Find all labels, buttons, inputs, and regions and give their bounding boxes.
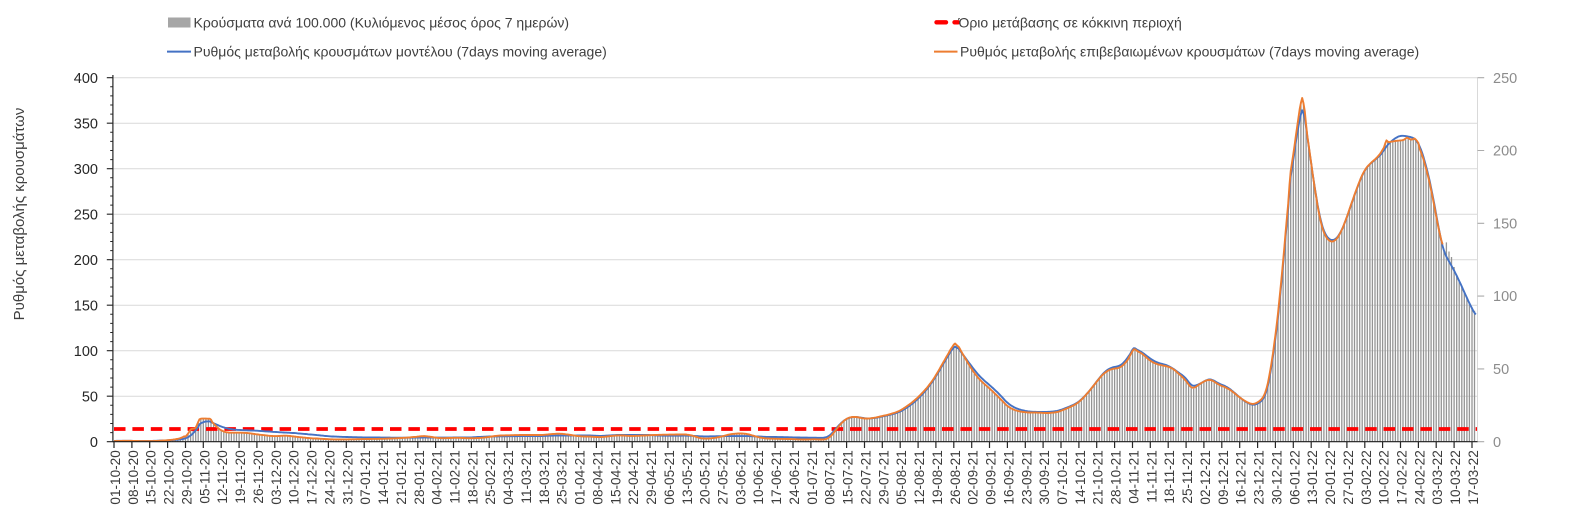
svg-text:01-04-21: 01-04-21 [573,450,588,504]
svg-text:06-01-22: 06-01-22 [1287,450,1302,504]
svg-text:02-09-21: 02-09-21 [966,450,981,504]
svg-text:08-04-21: 08-04-21 [590,450,605,504]
svg-text:03-12-20: 03-12-20 [269,450,284,505]
svg-text:0: 0 [90,435,98,451]
svg-text:03-06-21: 03-06-21 [733,450,748,504]
svg-text:Όριο μετάβασης σε κόκκινη περι: Όριο μετάβασης σε κόκκινη περιοχή [958,14,1182,30]
svg-text:29-04-21: 29-04-21 [644,450,659,504]
svg-text:30-12-21: 30-12-21 [1269,450,1284,504]
svg-text:01-07-21: 01-07-21 [805,450,820,504]
svg-text:12-11-20: 12-11-20 [215,450,230,504]
svg-text:15-07-21: 15-07-21 [841,450,856,504]
svg-text:09-12-21: 09-12-21 [1216,450,1231,504]
svg-text:30-09-21: 30-09-21 [1037,450,1052,504]
svg-text:Ρυθμός μεταβολής επιβεβαιωμένω: Ρυθμός μεταβολής επιβεβαιωμένων κρουσμάτ… [960,44,1419,60]
svg-text:20-05-21: 20-05-21 [698,450,713,504]
svg-text:19-08-21: 19-08-21 [930,450,945,504]
svg-text:18-02-21: 18-02-21 [465,450,480,504]
svg-text:24-12-20: 24-12-20 [322,450,337,505]
svg-text:22-04-21: 22-04-21 [626,450,641,504]
svg-text:200: 200 [74,253,98,269]
svg-text:18-11-21: 18-11-21 [1162,450,1177,503]
svg-text:29-07-21: 29-07-21 [876,450,891,504]
svg-text:31-12-20: 31-12-20 [340,450,355,505]
svg-text:27-05-21: 27-05-21 [716,450,731,504]
svg-text:300: 300 [74,162,98,178]
svg-text:250: 250 [1493,71,1517,87]
svg-text:10-03-22: 10-03-22 [1448,450,1463,504]
svg-text:15-04-21: 15-04-21 [608,450,623,504]
svg-text:13-05-21: 13-05-21 [680,450,695,504]
svg-text:Ρυθμός μεταβολής κρουσμάτων μο: Ρυθμός μεταβολής κρουσμάτων μοντέλου (7d… [194,44,607,60]
svg-text:11-11-21: 11-11-21 [1144,450,1159,502]
svg-text:23-12-21: 23-12-21 [1252,450,1267,504]
svg-text:28-01-21: 28-01-21 [412,450,427,504]
svg-text:22-07-21: 22-07-21 [859,450,874,504]
svg-text:17-06-21: 17-06-21 [769,450,784,504]
svg-text:26-11-20: 26-11-20 [251,450,266,504]
svg-text:25-11-21: 25-11-21 [1180,450,1195,503]
svg-text:20-01-22: 20-01-22 [1323,450,1338,504]
svg-text:03-02-22: 03-02-22 [1359,450,1374,504]
svg-text:06-05-21: 06-05-21 [662,450,677,504]
svg-text:25-02-21: 25-02-21 [483,450,498,504]
svg-text:04-02-21: 04-02-21 [430,450,445,504]
svg-text:28-10-21: 28-10-21 [1109,450,1124,504]
svg-text:15-10-20: 15-10-20 [144,450,159,505]
svg-text:14-01-21: 14-01-21 [376,450,391,504]
svg-text:21-10-21: 21-10-21 [1091,450,1106,504]
svg-text:24-06-21: 24-06-21 [787,450,802,504]
svg-text:17-03-22: 17-03-22 [1466,450,1481,504]
svg-text:21-01-21: 21-01-21 [394,450,409,504]
svg-text:Ρυθμός μεταβολής κρουσμάτων: Ρυθμός μεταβολής κρουσμάτων [11,108,28,321]
svg-text:17-02-22: 17-02-22 [1395,450,1410,504]
svg-text:350: 350 [74,116,98,132]
svg-text:01-10-20: 01-10-20 [108,450,123,505]
svg-text:24-02-22: 24-02-22 [1412,450,1427,504]
svg-text:22-10-20: 22-10-20 [162,450,177,505]
svg-text:12-08-21: 12-08-21 [912,450,927,504]
svg-text:17-12-20: 17-12-20 [305,450,320,505]
svg-text:200: 200 [1493,144,1517,160]
svg-text:16-09-21: 16-09-21 [1001,450,1016,504]
svg-text:05-11-20: 05-11-20 [197,450,212,504]
svg-text:10-02-22: 10-02-22 [1377,450,1392,504]
svg-text:50: 50 [82,389,98,405]
svg-text:19-11-20: 19-11-20 [233,450,248,504]
svg-text:08-10-20: 08-10-20 [126,450,141,505]
svg-text:250: 250 [74,207,98,223]
svg-text:100: 100 [74,344,98,360]
svg-text:23-09-21: 23-09-21 [1019,450,1034,504]
svg-text:29-10-20: 29-10-20 [180,450,195,505]
svg-text:03-03-22: 03-03-22 [1430,450,1445,504]
svg-text:100: 100 [1493,289,1517,305]
svg-text:150: 150 [1493,216,1517,232]
svg-text:400: 400 [74,71,98,87]
svg-text:07-01-21: 07-01-21 [358,450,373,504]
svg-text:25-03-21: 25-03-21 [555,450,570,504]
svg-text:Κρούσματα ανά 100.000 (Κυλιόμε: Κρούσματα ανά 100.000 (Κυλιόμενος μέσος … [194,14,570,30]
svg-text:09-09-21: 09-09-21 [984,450,999,504]
svg-text:26-08-21: 26-08-21 [948,450,963,504]
svg-text:07-10-21: 07-10-21 [1055,450,1070,504]
svg-text:10-12-20: 10-12-20 [287,450,302,505]
svg-text:18-03-21: 18-03-21 [537,450,552,504]
svg-text:11-03-21: 11-03-21 [519,450,534,503]
svg-text:05-08-21: 05-08-21 [894,450,909,504]
svg-text:16-12-21: 16-12-21 [1234,450,1249,504]
svg-text:14-10-21: 14-10-21 [1073,450,1088,504]
svg-text:13-01-22: 13-01-22 [1305,450,1320,504]
svg-text:10-06-21: 10-06-21 [751,450,766,504]
svg-text:150: 150 [74,298,98,314]
svg-text:02-12-21: 02-12-21 [1198,450,1213,504]
svg-text:50: 50 [1493,362,1509,378]
svg-text:08-07-21: 08-07-21 [823,450,838,504]
svg-text:04-11-21: 04-11-21 [1127,450,1142,503]
svg-text:0: 0 [1493,435,1501,451]
svg-text:04-03-21: 04-03-21 [501,450,516,504]
svg-text:27-01-22: 27-01-22 [1341,450,1356,504]
svg-text:11-02-21: 11-02-21 [448,450,463,503]
